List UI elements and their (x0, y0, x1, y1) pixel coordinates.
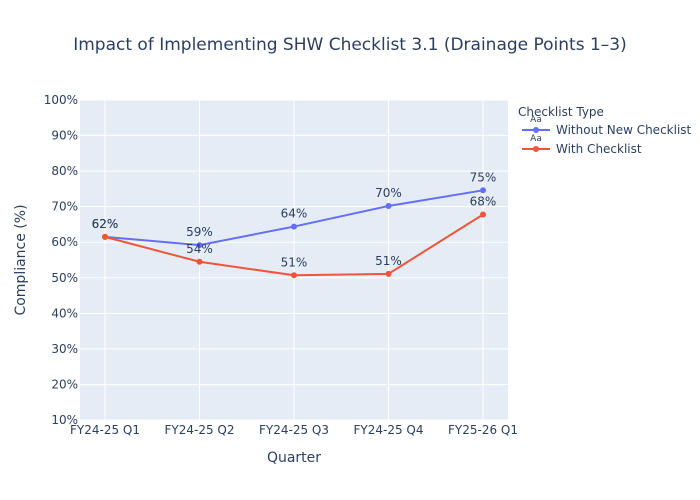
x-tick-label: FY24-25 Q2 (165, 423, 235, 437)
legend-text-marker: Aa (530, 115, 542, 125)
legend-item[interactable]: Aa Without New Checklist (522, 115, 692, 137)
data-label: 62% (92, 217, 119, 231)
y-axis-ticks: 10% 20% 30% 40% 50% 60% 70% 80% 90% 100% (44, 93, 78, 427)
data-point (385, 202, 392, 209)
legend-text-marker: Aa (530, 134, 542, 144)
data-point (196, 258, 203, 265)
legend-label: Without New Checklist (556, 123, 692, 137)
series-layer: 62%59%64%70%75%62%54%51% 51%68% (92, 170, 497, 279)
x-tick-label: FY25-26 Q1 (448, 423, 518, 437)
y-tick-label: 30% (51, 342, 78, 356)
y-tick-label: 100% (44, 93, 78, 107)
x-tick-label: FY24-25 Q1 (70, 423, 140, 437)
data-point (102, 233, 108, 240)
legend-marker (533, 146, 539, 152)
data-label: 51% (375, 254, 402, 268)
x-axis-ticks: FY24-25 Q1 FY24-25 Q2 FY24-25 Q3 FY24-25 Q4… (70, 423, 518, 437)
data-label: 51% (281, 255, 308, 269)
x-axis-title: Quarter (267, 450, 321, 466)
legend-item[interactable]: Aa With Checklist (522, 134, 642, 156)
data-point (480, 187, 486, 194)
y-tick-label: 80% (51, 164, 78, 178)
data-label: 62% (92, 217, 119, 231)
y-tick-label: 90% (51, 129, 78, 143)
y-tick-label: 40% (51, 306, 78, 320)
data-label: 68% (470, 194, 497, 208)
y-axis-title: Compliance (%) (13, 204, 29, 315)
data-label: 70% (375, 186, 402, 200)
legend-label: With Checklist (556, 142, 642, 156)
data-point (196, 242, 203, 249)
legend-marker (533, 127, 539, 133)
y-tick-label: 70% (51, 200, 78, 214)
data-label: 54% (186, 242, 213, 256)
data-point (291, 223, 297, 230)
data-point (480, 211, 486, 218)
y-tick-label: 10% (51, 413, 78, 427)
data-point (385, 270, 392, 277)
y-tick-label: 60% (51, 235, 78, 249)
chart-title: Impact of Implementing SHW Checklist 3.1… (73, 35, 627, 55)
data-label: 59% (186, 225, 213, 239)
series-2: 62% 54% 51% 51% 68% (92, 194, 497, 279)
data-label: 75% (470, 170, 497, 184)
y-tick-label: 50% (51, 271, 78, 285)
series-1: 62% 59% 64% 70% 75% (92, 170, 497, 249)
y-tick-label: 20% (51, 377, 78, 391)
data-point (291, 272, 297, 279)
x-tick-label: FY24-25 Q4 (354, 423, 424, 437)
x-tick-label: FY24-25 Q3 (259, 423, 329, 437)
legend-title: Checklist Type (518, 105, 604, 119)
data-label: 64% (281, 207, 308, 221)
